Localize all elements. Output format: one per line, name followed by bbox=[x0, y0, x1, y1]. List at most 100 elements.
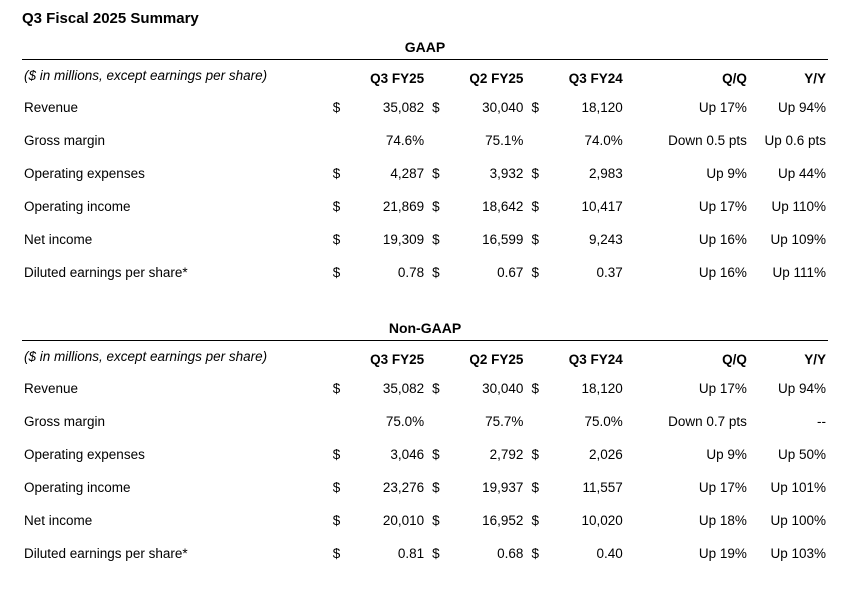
page-container: { "page": { "title": "Q3 Fiscal 2025 Sum… bbox=[0, 0, 850, 592]
row-label: Net income bbox=[22, 505, 327, 538]
cell-q2fy25: 30,040 bbox=[446, 92, 525, 125]
cell-q3fy25: 0.78 bbox=[347, 257, 426, 290]
col-q3fy25: Q3 FY25 bbox=[347, 340, 426, 373]
currency-symbol: $ bbox=[426, 158, 446, 191]
row-label: Net income bbox=[22, 224, 327, 257]
cell-q3fy25: 23,276 bbox=[347, 472, 426, 505]
cell-q3fy24: 10,417 bbox=[546, 191, 625, 224]
cell-q2fy25: 75.1% bbox=[446, 125, 525, 158]
row-label: Revenue bbox=[22, 373, 327, 406]
row-label: Operating income bbox=[22, 472, 327, 505]
currency-symbol: $ bbox=[426, 191, 446, 224]
table-row: Gross margin74.6%75.1%74.0%Down 0.5 ptsU… bbox=[22, 125, 828, 158]
row-label: Gross margin bbox=[22, 406, 327, 439]
cell-yy: Up 111% bbox=[749, 257, 828, 290]
col-q2fy25: Q2 FY25 bbox=[446, 340, 525, 373]
gaap-heading: GAAP bbox=[22, 39, 828, 59]
currency-symbol: $ bbox=[327, 439, 347, 472]
table-row: Net income$20,010$16,952$10,020Up 18%Up … bbox=[22, 505, 828, 538]
cell-yy: Up 109% bbox=[749, 224, 828, 257]
cell-q3fy24: 2,026 bbox=[546, 439, 625, 472]
cell-q3fy24: 0.40 bbox=[546, 538, 625, 571]
nongaap-table: ($ in millions, except earnings per shar… bbox=[22, 340, 828, 571]
cell-q2fy25: 16,599 bbox=[446, 224, 525, 257]
col-qq: Q/Q bbox=[625, 60, 749, 93]
cell-q3fy25: 35,082 bbox=[347, 373, 426, 406]
gaap-block: GAAP ($ in millions, except earnings per… bbox=[22, 39, 828, 290]
cell-q2fy25: 2,792 bbox=[446, 439, 525, 472]
cell-q3fy25: 35,082 bbox=[347, 92, 426, 125]
cell-qq: Up 19% bbox=[625, 538, 749, 571]
cell-qq: Down 0.5 pts bbox=[625, 125, 749, 158]
col-q3fy25: Q3 FY25 bbox=[347, 60, 426, 93]
currency-symbol bbox=[426, 406, 446, 439]
col-q3fy24: Q3 FY24 bbox=[546, 60, 625, 93]
cell-qq: Up 9% bbox=[625, 158, 749, 191]
cell-qq: Up 17% bbox=[625, 373, 749, 406]
currency-symbol: $ bbox=[426, 439, 446, 472]
table-row: Gross margin75.0%75.7%75.0%Down 0.7 pts-… bbox=[22, 406, 828, 439]
currency-symbol: $ bbox=[426, 538, 446, 571]
cell-yy: Up 100% bbox=[749, 505, 828, 538]
col-yy: Y/Y bbox=[749, 60, 828, 93]
currency-symbol: $ bbox=[426, 505, 446, 538]
currency-symbol bbox=[327, 406, 347, 439]
cell-q3fy24: 18,120 bbox=[546, 373, 625, 406]
cell-q3fy24: 9,243 bbox=[546, 224, 625, 257]
cell-q3fy24: 18,120 bbox=[546, 92, 625, 125]
table-subtitle: ($ in millions, except earnings per shar… bbox=[22, 60, 327, 93]
currency-symbol: $ bbox=[327, 472, 347, 505]
currency-symbol: $ bbox=[525, 92, 545, 125]
cell-qq: Down 0.7 pts bbox=[625, 406, 749, 439]
row-label: Diluted earnings per share* bbox=[22, 257, 327, 290]
table-row: Net income$19,309$16,599$9,243Up 16%Up 1… bbox=[22, 224, 828, 257]
currency-symbol bbox=[327, 125, 347, 158]
cell-qq: Up 17% bbox=[625, 191, 749, 224]
cell-q3fy25: 4,287 bbox=[347, 158, 426, 191]
table-row: Operating income$21,869$18,642$10,417Up … bbox=[22, 191, 828, 224]
currency-symbol: $ bbox=[327, 373, 347, 406]
cell-yy: Up 0.6 pts bbox=[749, 125, 828, 158]
cell-qq: Up 17% bbox=[625, 92, 749, 125]
cell-q3fy24: 10,020 bbox=[546, 505, 625, 538]
cell-q2fy25: 75.7% bbox=[446, 406, 525, 439]
currency-symbol: $ bbox=[327, 538, 347, 571]
cell-yy: Up 44% bbox=[749, 158, 828, 191]
table-row: Operating expenses$4,287$3,932$2,983Up 9… bbox=[22, 158, 828, 191]
currency-symbol: $ bbox=[426, 373, 446, 406]
currency-symbol: $ bbox=[525, 224, 545, 257]
col-yy: Y/Y bbox=[749, 340, 828, 373]
table-row: Revenue$35,082$30,040$18,120Up 17%Up 94% bbox=[22, 373, 828, 406]
currency-symbol bbox=[426, 125, 446, 158]
row-label: Operating income bbox=[22, 191, 327, 224]
gaap-tbody: Revenue$35,082$30,040$18,120Up 17%Up 94%… bbox=[22, 92, 828, 290]
row-label: Revenue bbox=[22, 92, 327, 125]
cell-q2fy25: 0.67 bbox=[446, 257, 525, 290]
cell-q3fy24: 75.0% bbox=[546, 406, 625, 439]
col-q2fy25: Q2 FY25 bbox=[446, 60, 525, 93]
table-row: Diluted earnings per share*$0.78$0.67$0.… bbox=[22, 257, 828, 290]
cell-q3fy25: 74.6% bbox=[347, 125, 426, 158]
cell-yy: Up 110% bbox=[749, 191, 828, 224]
row-label: Operating expenses bbox=[22, 439, 327, 472]
cell-qq: Up 17% bbox=[625, 472, 749, 505]
currency-symbol: $ bbox=[426, 472, 446, 505]
currency-symbol: $ bbox=[426, 92, 446, 125]
cell-yy: Up 101% bbox=[749, 472, 828, 505]
currency-symbol bbox=[525, 125, 545, 158]
cell-yy: Up 103% bbox=[749, 538, 828, 571]
cell-q3fy25: 20,010 bbox=[347, 505, 426, 538]
table-row: Revenue$35,082$30,040$18,120Up 17%Up 94% bbox=[22, 92, 828, 125]
table-row: Operating expenses$3,046$2,792$2,026Up 9… bbox=[22, 439, 828, 472]
currency-symbol: $ bbox=[327, 158, 347, 191]
page-title: Q3 Fiscal 2025 Summary bbox=[22, 10, 828, 27]
cell-q2fy25: 18,642 bbox=[446, 191, 525, 224]
cell-q2fy25: 30,040 bbox=[446, 373, 525, 406]
table-subtitle: ($ in millions, except earnings per shar… bbox=[22, 340, 327, 373]
cell-q2fy25: 0.68 bbox=[446, 538, 525, 571]
currency-symbol: $ bbox=[426, 257, 446, 290]
cell-qq: Up 18% bbox=[625, 505, 749, 538]
row-label: Diluted earnings per share* bbox=[22, 538, 327, 571]
cell-yy: -- bbox=[749, 406, 828, 439]
row-label: Operating expenses bbox=[22, 158, 327, 191]
